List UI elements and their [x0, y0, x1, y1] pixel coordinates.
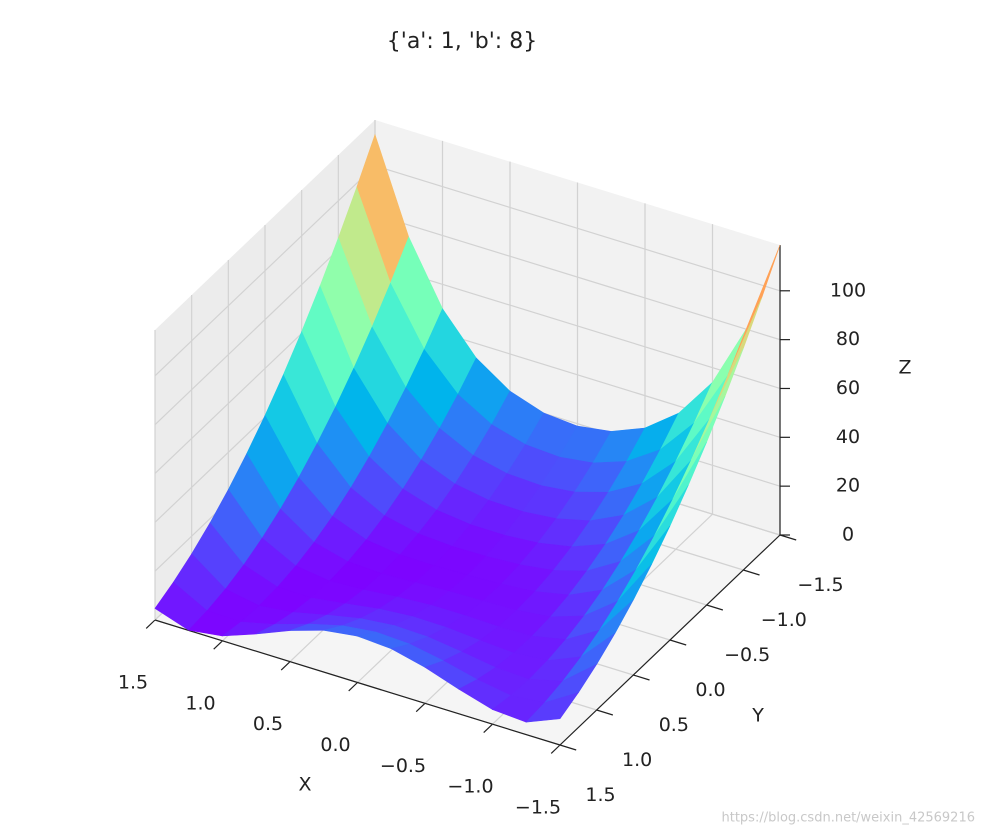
- x-tick-label: 0.0: [320, 734, 350, 756]
- y-axis-label: Y: [751, 705, 764, 727]
- x-tick-mark: [280, 661, 291, 671]
- z-tick-label: 0: [842, 524, 854, 546]
- y-tick-label: 1.5: [585, 784, 615, 806]
- grid-line: [374, 262, 781, 390]
- z-tick-label: 40: [836, 426, 860, 448]
- x-tick-label: 0.5: [253, 713, 283, 735]
- y-tick-mark: [633, 674, 650, 681]
- x-tick-mark: [145, 619, 156, 629]
- y-tick-label: 0.0: [695, 679, 725, 701]
- z-tick-label: 60: [836, 377, 860, 399]
- y-tick-label: −1.5: [797, 574, 843, 596]
- x-axis-label: X: [298, 774, 311, 796]
- x-tick-mark: [415, 702, 426, 713]
- x-tick-label: 1.5: [118, 672, 148, 694]
- z-axis-label: Z: [898, 357, 911, 379]
- x-tick-mark: [550, 744, 561, 754]
- grid-line: [154, 165, 376, 377]
- z-tick-label: 20: [836, 475, 860, 497]
- x-tick-label: −0.5: [380, 755, 426, 777]
- surface-cell: [525, 692, 580, 723]
- chart-title: {'a': 1, 'b': 8}: [387, 29, 537, 54]
- x-tick-mark: [348, 682, 358, 692]
- x-tick-label: −1.0: [447, 776, 493, 798]
- y-tick-mark: [706, 604, 724, 611]
- z-tick-label: 80: [836, 328, 860, 350]
- y-tick-mark: [779, 534, 797, 541]
- x-tick-label: 1.0: [185, 692, 215, 714]
- y-tick-label: 0.5: [659, 714, 689, 736]
- y-tick-mark: [596, 709, 614, 716]
- y-tick-label: 1.0: [622, 749, 652, 771]
- z-tick-label: 100: [830, 279, 866, 301]
- x-tick-label: −1.5: [515, 797, 561, 819]
- grid-line: [374, 214, 781, 341]
- y-tick-label: −1.0: [761, 609, 807, 631]
- y-tick-label: −0.5: [724, 644, 770, 666]
- watermark: https://blog.csdn.net/weixin_42569216: [721, 811, 975, 826]
- y-tick-mark: [559, 744, 577, 751]
- x-axis-line: [154, 619, 561, 746]
- x-tick-mark: [483, 723, 493, 734]
- x-tick-mark: [213, 640, 223, 650]
- y-tick-mark: [669, 639, 687, 646]
- y-tick-mark: [743, 569, 760, 576]
- grid-line: [374, 165, 781, 292]
- y-axis-line: [559, 534, 781, 746]
